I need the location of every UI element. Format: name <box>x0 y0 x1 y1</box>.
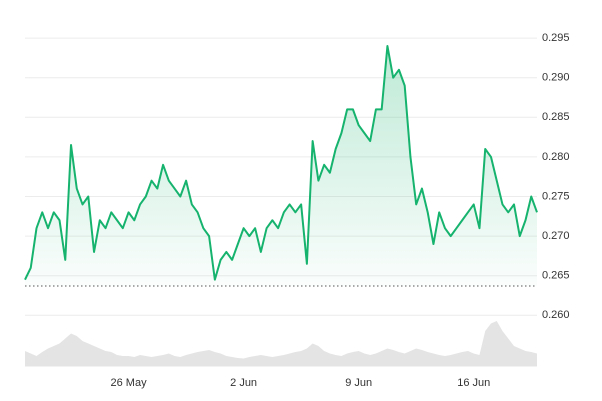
y-tick-label: 0.265 <box>542 270 570 282</box>
y-tick-label: 0.290 <box>542 72 570 84</box>
y-tick-label: 0.285 <box>542 111 570 123</box>
x-tick-label: 9 Jun <box>345 377 372 389</box>
volume-area <box>25 321 537 366</box>
y-tick-label: 0.280 <box>542 151 570 163</box>
y-tick-label: 0.260 <box>542 309 570 321</box>
y-tick-label: 0.295 <box>542 32 570 44</box>
x-tick-label: 16 Jun <box>457 377 490 389</box>
x-tick-label: 26 May <box>111 377 148 389</box>
price-area <box>25 46 537 287</box>
y-tick-label: 0.275 <box>542 190 570 202</box>
price-line <box>24 45 538 281</box>
x-tick-label: 2 Jun <box>230 377 257 389</box>
y-tick-label: 0.270 <box>542 230 570 242</box>
